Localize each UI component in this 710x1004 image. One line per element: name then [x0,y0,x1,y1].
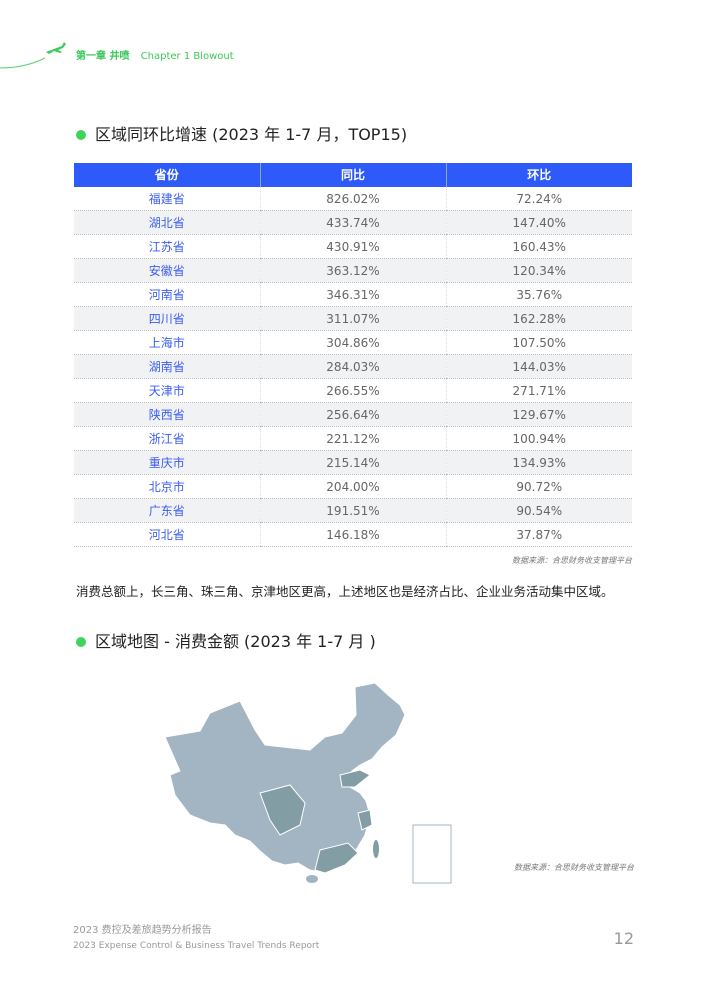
china-map [164,682,452,884]
table-row: 安徽省 363.12% 120.34% [74,258,632,283]
table-row: 北京市 204.00% 90.72% [74,474,632,499]
table-row: 湖南省 284.03% 144.03% [74,354,632,379]
paragraph: 消费总额上，长三角、珠三角、京津地区更高，上述地区也是经济占比、企业业务活动集中… [76,584,614,599]
yoy-cell: 191.51% [259,498,446,523]
chapter-en: Chapter 1 Blowout [140,51,234,62]
province-cell: 江苏省 [74,234,260,259]
yoy-cell: 215.14% [259,450,446,475]
chapter-header: 第一章 井喷 Chapter 1 Blowout [76,50,234,64]
province-cell: 河南省 [74,282,260,307]
chapter-cn: 第一章 井喷 [76,51,130,62]
data-source: 数据来源：合思财务收支管理平台 [514,863,634,872]
province-cell: 安徽省 [74,258,260,283]
table-row: 重庆市 215.14% 134.93% [74,450,632,475]
map-region-zhejiang [357,809,373,831]
mom-cell: 160.43% [445,234,632,259]
yoy-cell: 826.02% [259,187,446,211]
yoy-cell: 266.55% [259,378,446,403]
province-cell: 陕西省 [74,402,260,427]
column-header: 省份 [74,163,260,187]
table-row: 陕西省 256.64% 129.67% [74,402,632,427]
growth-table: 省份 同比 环比 福建省 826.02% 72.24% 湖北省 433.74% 147.4… [74,163,632,547]
mom-cell: 162.28% [445,306,632,331]
yoy-cell: 146.18% [259,522,446,547]
map-region-guangdong [314,842,359,874]
table-row: 江苏省 430.91% 160.43% [74,234,632,259]
mom-cell: 107.50% [445,330,632,355]
column-header: 同比 [259,163,446,187]
bullet-dot [76,130,86,140]
yoy-cell: 204.00% [259,474,446,499]
province-cell: 浙江省 [74,426,260,451]
province-cell: 湖南省 [74,354,260,379]
section-title-text: 区域同环比增速 (2023 年 1-7 月，TOP15) [95,125,408,144]
airplane-icon [0,42,66,69]
table-row: 广东省 191.51% 90.54% [74,498,632,523]
mom-cell: 120.34% [445,258,632,283]
yoy-cell: 284.03% [259,354,446,379]
table-row: 湖北省 433.74% 147.40% [74,210,632,235]
footer-title-en: 2023 Expense Control & Business Travel T… [73,941,320,951]
footer-title-cn: 2023 费控及差旅趋势分析报告 [73,925,212,936]
province-cell: 北京市 [74,474,260,499]
province-cell: 河北省 [74,522,260,547]
mom-cell: 144.03% [445,354,632,379]
mom-cell: 37.87% [445,522,632,547]
mom-cell: 72.24% [445,187,632,211]
yoy-cell: 433.74% [259,210,446,235]
mom-cell: 90.54% [445,498,632,523]
map-region-sichuan [259,784,306,836]
mom-cell: 35.76% [445,282,632,307]
yoy-cell: 221.12% [259,426,446,451]
province-cell: 上海市 [74,330,260,355]
mom-cell: 129.67% [445,402,632,427]
yoy-cell: 346.31% [259,282,446,307]
section-title: 区域地图 - 消费金额 (2023 年 1-7 月 ) [74,631,632,653]
table-row: 福建省 826.02% 72.24% [74,187,632,211]
province-cell: 广东省 [74,498,260,523]
table-row: 上海市 304.86% 107.50% [74,330,632,355]
yoy-cell: 256.64% [259,402,446,427]
province-cell: 四川省 [74,306,260,331]
column-header: 环比 [445,163,632,187]
table-row: 河南省 346.31% 35.76% [74,282,632,307]
main-content: 区域同环比增速 (2023 年 1-7 月，TOP15) 省份 同比 环比 福建… [74,124,632,653]
province-cell: 湖北省 [74,210,260,235]
table-header: 省份 同比 环比 [74,163,632,187]
province-cell: 重庆市 [74,450,260,475]
table-row: 四川省 311.07% 162.28% [74,306,632,331]
mom-cell: 134.93% [445,450,632,475]
map-region-taiwan [373,840,379,858]
yoy-cell: 430.91% [259,234,446,259]
province-cell: 福建省 [74,187,260,211]
section-title: 区域同环比增速 (2023 年 1-7 月，TOP15) [74,124,632,146]
yoy-cell: 311.07% [259,306,446,331]
province-cell: 天津市 [74,378,260,403]
mom-cell: 100.94% [445,426,632,451]
data-source: 数据来源：合思财务收支管理平台 [512,556,632,565]
map-region-north [164,682,406,874]
table-row: 浙江省 221.12% 100.94% [74,426,632,451]
bullet-dot [76,637,86,647]
table-row: 河北省 146.18% 37.87% [74,522,632,547]
south-china-sea-inset [412,824,452,884]
yoy-cell: 304.86% [259,330,446,355]
map-region-hainan [306,875,318,883]
section-title-text: 区域地图 - 消费金额 (2023 年 1-7 月 ) [95,632,376,651]
page-number: 12 [613,929,634,948]
mom-cell: 147.40% [445,210,632,235]
yoy-cell: 363.12% [259,258,446,283]
mom-cell: 90.72% [445,474,632,499]
mom-cell: 271.71% [445,378,632,403]
table-row: 天津市 266.55% 271.71% [74,378,632,403]
map-region-shandong [339,769,371,788]
